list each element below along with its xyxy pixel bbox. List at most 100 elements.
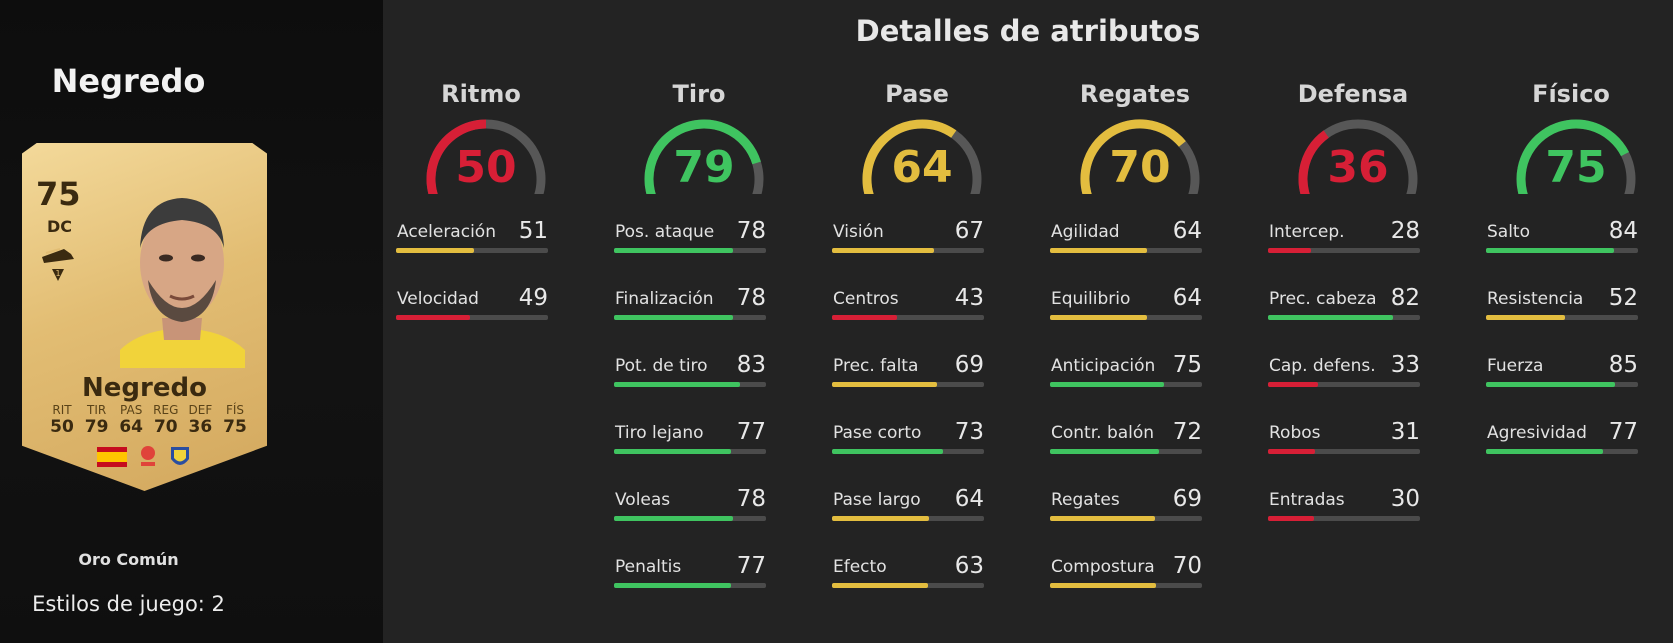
attribute-bar: [614, 315, 766, 320]
attribute-row[interactable]: Salto 84: [1486, 214, 1646, 281]
attribute-bar: [1050, 583, 1202, 588]
attribute-bar: [614, 248, 766, 253]
attribute-value: 31: [1390, 419, 1420, 445]
category-gauge: 50: [421, 114, 551, 194]
card-stat-value: 70: [153, 417, 178, 437]
attribute-value: 30: [1390, 486, 1420, 512]
attribute-name: Centros: [833, 289, 899, 309]
attribute-row[interactable]: Pos. ataque 78: [614, 214, 774, 281]
attribute-row[interactable]: Contr. balón 72: [1050, 415, 1210, 482]
attribute-value: 64: [1172, 285, 1202, 311]
attribute-name: Voleas: [615, 490, 671, 510]
attribute-row[interactable]: Agresividad 77: [1486, 415, 1646, 482]
category-físico: Físico 75 Salto 84 Resistencia 52 Fuerza 85 Agr…: [1486, 80, 1646, 482]
card-stats: RIT TIR PAS REG DEF FÍS 50 79 64 70 36 7…: [46, 403, 251, 437]
attribute-name: Resistencia: [1487, 289, 1584, 309]
player-card[interactable]: 75 DC 1 Negredo R: [22, 143, 267, 491]
attribute-bar-fill: [614, 382, 741, 387]
attribute-name: Fuerza: [1487, 356, 1544, 376]
attribute-row[interactable]: Visión 67: [832, 214, 992, 281]
attribute-row[interactable]: Agilidad 64: [1050, 214, 1210, 281]
category-value: 75: [1545, 142, 1607, 193]
attribute-bar: [832, 315, 984, 320]
attribute-row[interactable]: Resistencia 52: [1486, 281, 1646, 348]
attribute-row[interactable]: Penaltis 77: [614, 549, 774, 616]
attribute-value: 73: [954, 419, 984, 445]
attribute-row[interactable]: Tiro lejano 77: [614, 415, 774, 482]
attribute-name: Agilidad: [1051, 222, 1120, 242]
attribute-row[interactable]: Voleas 78: [614, 482, 774, 549]
attribute-bar-fill: [1486, 382, 1616, 387]
attribute-bar-fill: [1268, 516, 1314, 521]
attribute-name: Velocidad: [397, 289, 479, 309]
category-gauge: 70: [1075, 114, 1205, 194]
attribute-value: 33: [1390, 352, 1420, 378]
attribute-value: 52: [1608, 285, 1638, 311]
attribute-row[interactable]: Cap. defens. 33: [1268, 348, 1428, 415]
attribute-value: 72: [1172, 419, 1202, 445]
attribute-name: Penaltis: [615, 557, 682, 577]
attribute-value: 85: [1608, 352, 1638, 378]
attribute-bar: [1268, 382, 1420, 387]
attribute-value: 69: [954, 352, 984, 378]
attribute-name: Visión: [833, 222, 884, 242]
attribute-name: Contr. balón: [1051, 423, 1155, 443]
attribute-bar: [614, 382, 766, 387]
attribute-bar-fill: [832, 315, 898, 320]
attribute-row[interactable]: Prec. cabeza 82: [1268, 281, 1428, 348]
attribute-row[interactable]: Pot. de tiro 83: [614, 348, 774, 415]
attribute-row[interactable]: Pase corto 73: [832, 415, 992, 482]
card-stat-label: DEF: [188, 403, 213, 417]
card-stat-value: 79: [84, 417, 109, 437]
attribute-bar-fill: [1268, 248, 1311, 253]
playstyles-count[interactable]: Estilos de juego: 2: [32, 592, 225, 616]
attribute-bar-fill: [614, 315, 733, 320]
attribute-name: Entradas: [1269, 490, 1345, 510]
section-title: Detalles de atributos: [855, 14, 1201, 48]
attribute-bar: [1486, 449, 1638, 454]
attribute-row[interactable]: Centros 43: [832, 281, 992, 348]
attribute-name: Intercep.: [1269, 222, 1345, 242]
attribute-row[interactable]: Entradas 30: [1268, 482, 1428, 549]
attribute-bar: [1050, 382, 1202, 387]
attribute-value: 69: [1172, 486, 1202, 512]
card-stat-label: RIT: [52, 403, 72, 417]
attribute-bar-fill: [1486, 248, 1614, 253]
category-value: 79: [673, 142, 735, 193]
category-gauge: 36: [1293, 114, 1423, 194]
attribute-name: Regates: [1051, 490, 1120, 510]
attribute-bar-fill: [832, 583, 928, 588]
attribute-row[interactable]: Velocidad 49: [396, 281, 556, 348]
boot-icon: 1: [38, 243, 78, 289]
card-stat-label: FÍS: [225, 403, 244, 417]
attribute-bar-fill: [1268, 382, 1319, 387]
attribute-row[interactable]: Equilibrio 64: [1050, 281, 1210, 348]
attribute-row[interactable]: Compostura 70: [1050, 549, 1210, 616]
attribute-bar-fill: [832, 516, 930, 521]
attribute-row[interactable]: Intercep. 28: [1268, 214, 1428, 281]
attribute-row[interactable]: Pase largo 64: [832, 482, 992, 549]
attribute-row[interactable]: Regates 69: [1050, 482, 1210, 549]
attribute-row[interactable]: Aceleración 51: [396, 214, 556, 281]
attribute-row[interactable]: Robos 31: [1268, 415, 1428, 482]
card-stat-value: 36: [188, 417, 213, 437]
attribute-value: 63: [954, 553, 984, 579]
attribute-bar-fill: [614, 449, 732, 454]
attribute-row[interactable]: Prec. falta 69: [832, 348, 992, 415]
attribute-value: 75: [1172, 352, 1202, 378]
attribute-row[interactable]: Anticipación 75: [1050, 348, 1210, 415]
svg-text:1: 1: [55, 269, 60, 278]
attribute-bar-fill: [1486, 449, 1604, 454]
attribute-value: 78: [736, 218, 766, 244]
attribute-row[interactable]: Finalización 78: [614, 281, 774, 348]
category-title: Regates: [1079, 80, 1191, 108]
attribute-value: 67: [954, 218, 984, 244]
attribute-bar: [1486, 315, 1638, 320]
attribute-row[interactable]: Efecto 63: [832, 549, 992, 616]
attribute-name: Tiro lejano: [615, 423, 704, 443]
attribute-bar-fill: [614, 583, 732, 588]
category-value: 50: [455, 142, 517, 193]
category-gauge: 75: [1511, 114, 1641, 194]
attribute-row[interactable]: Fuerza 85: [1486, 348, 1646, 415]
attribute-value: 70: [1172, 553, 1202, 579]
